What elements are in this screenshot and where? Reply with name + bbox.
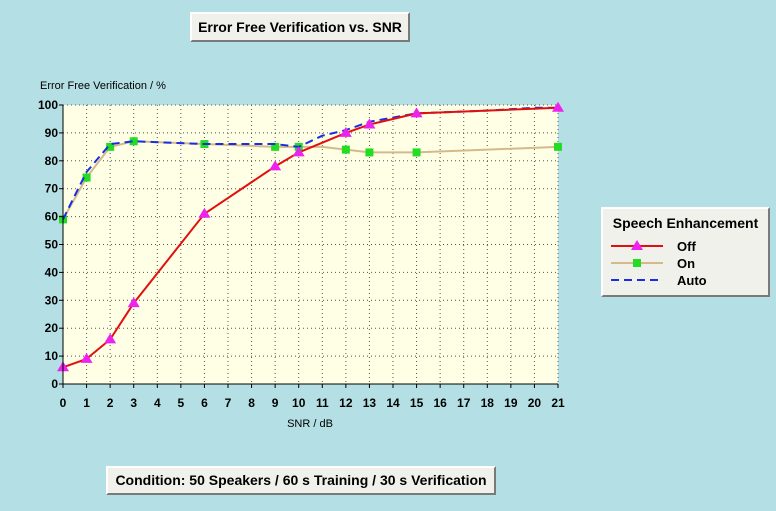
legend-marker-off	[631, 240, 643, 250]
x-tick-label: 11	[316, 396, 329, 410]
x-tick-label: 1	[83, 396, 90, 410]
data-point-off	[363, 118, 376, 129]
data-point-off	[339, 126, 352, 137]
x-tick-label: 10	[292, 396, 306, 410]
data-point-on	[412, 148, 421, 157]
x-tick-label: 13	[363, 396, 377, 410]
data-point-off	[104, 333, 117, 344]
data-point-on	[365, 148, 374, 157]
x-tick-label: 8	[248, 396, 255, 410]
x-tick-label: 5	[178, 396, 185, 410]
x-axis-title: SNR / dB	[287, 418, 333, 430]
y-tick-label: 40	[45, 265, 59, 279]
y-axis-title: Error Free Verification / %	[40, 80, 166, 92]
y-tick-label: 10	[45, 349, 59, 363]
y-tick-label: 20	[45, 321, 59, 335]
x-tick-label: 2	[107, 396, 114, 410]
x-tick-label: 17	[457, 396, 471, 410]
data-point-off	[410, 107, 423, 118]
x-tick-label: 12	[339, 396, 353, 410]
data-point-off	[269, 160, 282, 171]
y-tick-label: 30	[45, 293, 59, 307]
data-point-off	[552, 101, 564, 112]
data-point-on	[341, 145, 350, 154]
legend-label-auto: Auto	[677, 273, 707, 288]
x-tick-label: 14	[386, 396, 400, 410]
series-layer	[57, 101, 564, 372]
x-tick-label: 19	[504, 396, 518, 410]
x-tick-label: 4	[154, 396, 161, 410]
y-tick-label: 90	[45, 126, 59, 140]
legend-title: Speech Enhancement	[612, 215, 759, 231]
legend: Speech Enhancement Off On Auto	[601, 207, 770, 297]
data-point-off	[292, 146, 305, 157]
series-off	[57, 101, 564, 372]
y-tick-label: 80	[45, 154, 59, 168]
x-tick-label: 20	[528, 396, 542, 410]
legend-label-off: Off	[677, 239, 696, 254]
x-tick-label: 21	[551, 396, 565, 410]
x-tick-label: 0	[60, 396, 67, 410]
legend-swatches	[611, 240, 663, 281]
x-tick-label: 18	[481, 396, 495, 410]
y-tick-label: 60	[45, 210, 59, 224]
data-point-on	[554, 142, 562, 151]
y-tick-label: 100	[38, 98, 58, 112]
legend-marker-on	[633, 259, 641, 267]
data-point-off	[198, 207, 211, 218]
y-tick-labels: 0 10 20 30 40 50 60 70 80 90 100	[38, 98, 58, 391]
legend-label-on: On	[677, 256, 696, 271]
data-point-on	[129, 137, 138, 146]
data-point-on	[82, 173, 91, 182]
y-tick-label: 70	[45, 182, 59, 196]
y-tick-label: 0	[51, 377, 58, 391]
grid-lines	[63, 104, 559, 384]
axes	[59, 104, 559, 388]
data-point-on	[271, 142, 280, 151]
x-tick-label: 9	[272, 396, 279, 410]
chart-title: Error Free Verification vs. SNR	[190, 12, 410, 42]
data-point-on	[106, 142, 115, 151]
x-tick-labels: 0 1 2 3 4 5 6 7 8 9 10 11 12 13 14 15 16 17 18 19 20 21	[60, 396, 565, 410]
data-point-off	[127, 297, 140, 308]
data-point-off	[80, 352, 93, 363]
x-tick-label: 7	[225, 396, 232, 410]
condition-label: Condition: 50 Speakers / 60 s Training /…	[106, 466, 496, 495]
x-tick-label: 16	[433, 396, 447, 410]
x-tick-label: 6	[201, 396, 208, 410]
x-tick-label: 15	[410, 396, 424, 410]
y-tick-label: 50	[45, 238, 59, 252]
x-tick-label: 3	[130, 396, 137, 410]
